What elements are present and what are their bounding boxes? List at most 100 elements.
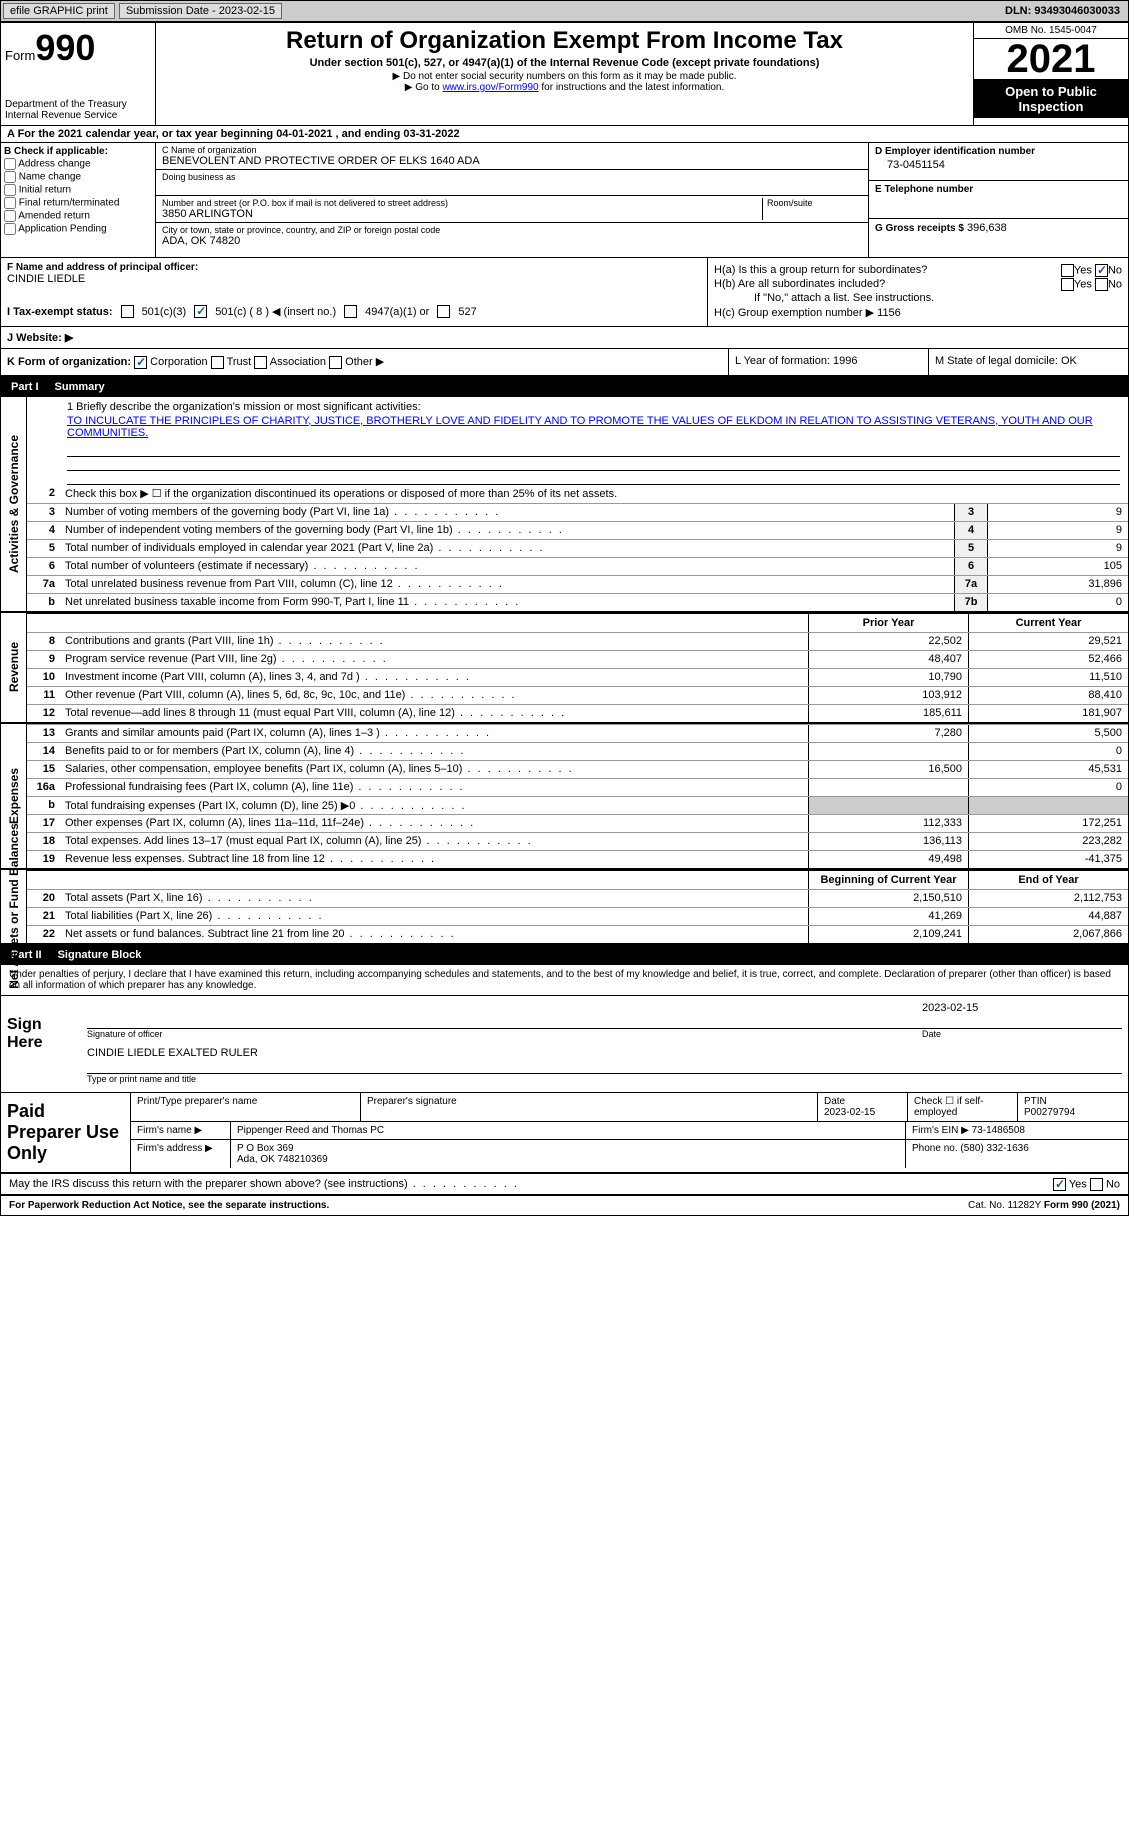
- ssn-note: ▶ Do not enter social security numbers o…: [160, 71, 969, 82]
- discuss-no[interactable]: [1090, 1178, 1103, 1191]
- firm-addr-label: Firm's address ▶: [131, 1140, 231, 1168]
- hdr-prior: Prior Year: [808, 614, 968, 632]
- firm-phone: (580) 332-1636: [960, 1143, 1028, 1154]
- check-b-title: B Check if applicable:: [4, 146, 152, 157]
- firm-addr2: Ada, OK 748210369: [237, 1154, 328, 1165]
- officer-label: F Name and address of principal officer:: [7, 262, 701, 273]
- city-value: ADA, OK 74820: [162, 235, 862, 247]
- ptin-label: PTIN: [1024, 1096, 1047, 1107]
- hc-value: 1156: [877, 307, 901, 319]
- activities-gov-section: Activities & Governance 1 Briefly descri…: [1, 397, 1128, 613]
- form-title: Return of Organization Exempt From Incom…: [160, 27, 969, 55]
- ein-label: D Employer identification number: [875, 146, 1122, 157]
- firm-ein-label: Firm's EIN ▶: [912, 1125, 969, 1136]
- korg-label: K Form of organization:: [7, 356, 131, 368]
- public-inspection: Open to Public Inspection: [974, 80, 1128, 118]
- cb-501c3[interactable]: [121, 305, 134, 318]
- mission-label: 1 Briefly describe the organization's mi…: [67, 401, 1120, 413]
- tax-period: A For the 2021 calendar year, or tax yea…: [1, 126, 1128, 143]
- cb-4947[interactable]: [344, 305, 357, 318]
- dept-label: Department of the Treasury Internal Reve…: [5, 99, 151, 121]
- tax-year: 2021: [974, 39, 1128, 80]
- hdr-current: Current Year: [968, 614, 1128, 632]
- ha-label: H(a) Is this a group return for subordin…: [714, 264, 927, 276]
- cat-no: Cat. No. 11282Y: [968, 1200, 1041, 1211]
- sig-date-label: Date: [922, 1029, 1122, 1039]
- cb-assoc[interactable]: [254, 356, 267, 369]
- gross-value: 396,638: [967, 222, 1007, 234]
- form-ref: Form 990 (2021): [1044, 1200, 1120, 1211]
- cb-other[interactable]: [329, 356, 342, 369]
- goto-note: ▶ Go to www.irs.gov/Form990 for instruct…: [160, 82, 969, 93]
- year-box: OMB No. 1545-0047 2021 Open to Public In…: [973, 23, 1128, 125]
- status-label: I Tax-exempt status:: [7, 306, 113, 318]
- year-formation: L Year of formation: 1996: [728, 349, 928, 375]
- part2-title: Signature Block: [52, 949, 142, 961]
- prep-name-hdr: Print/Type preparer's name: [131, 1093, 361, 1121]
- preparer-block: Paid Preparer Use Only Print/Type prepar…: [1, 1093, 1128, 1174]
- phone-label: E Telephone number: [875, 184, 1122, 195]
- firm-phone-label: Phone no.: [912, 1143, 958, 1154]
- org-name: BENEVOLENT AND PROTECTIVE ORDER OF ELKS …: [162, 155, 862, 167]
- hb-label: H(b) Are all subordinates included?: [714, 278, 885, 290]
- hb-yes[interactable]: [1061, 278, 1074, 291]
- discuss-row: May the IRS discuss this return with the…: [1, 1174, 1128, 1196]
- form-number: 990: [35, 27, 95, 68]
- k-org-row: K Form of organization: Corporation Trus…: [1, 349, 1128, 377]
- part1-num: Part I: [1, 381, 49, 393]
- discuss-text: May the IRS discuss this return with the…: [9, 1178, 408, 1190]
- ha-yes[interactable]: [1061, 264, 1074, 277]
- h-note: If "No," attach a list. See instructions…: [714, 292, 1122, 304]
- officer-name: CINDIE LIEDLE: [7, 273, 701, 285]
- dln-label: DLN: 93493046030033: [1005, 5, 1128, 17]
- room-label: Room/suite: [767, 198, 862, 208]
- cb-address: Address change: [4, 158, 152, 170]
- part2-header: Part II Signature Block: [1, 945, 1128, 965]
- sign-here-label: Sign Here: [1, 996, 81, 1092]
- pra-notice: For Paperwork Reduction Act Notice, see …: [9, 1200, 329, 1211]
- side-net: Net Assets or Fund Balances: [1, 870, 27, 943]
- ptin-value: P00279794: [1024, 1107, 1075, 1118]
- entity-ids: D Employer identification number73-04511…: [868, 143, 1128, 257]
- form-header: Form990 Department of the Treasury Inter…: [1, 23, 1128, 126]
- topbar: efile GRAPHIC print Submission Date - 20…: [0, 0, 1129, 22]
- cb-corp[interactable]: [134, 356, 147, 369]
- sign-date: 2023-02-15: [922, 1002, 1122, 1014]
- hb-no[interactable]: [1095, 278, 1108, 291]
- hdr-boy: Beginning of Current Year: [808, 871, 968, 889]
- discuss-yes[interactable]: [1053, 1178, 1066, 1191]
- check-applicable: B Check if applicable: Address change Na…: [1, 143, 156, 257]
- cb-527[interactable]: [437, 305, 450, 318]
- name-title-label: Type or print name and title: [87, 1074, 1122, 1084]
- side-rev: Revenue: [1, 613, 27, 722]
- street-label: Number and street (or P.O. box if mail i…: [162, 198, 762, 208]
- cb-final: Final return/terminated: [4, 197, 152, 209]
- firm-name: Pippenger Reed and Thomas PC: [231, 1122, 906, 1139]
- hc-label: H(c) Group exemption number ▶: [714, 307, 874, 319]
- officer-h-block: F Name and address of principal officer:…: [1, 258, 1128, 327]
- efile-button[interactable]: efile GRAPHIC print: [3, 3, 115, 19]
- ha-no[interactable]: [1095, 264, 1108, 277]
- submission-date: Submission Date - 2023-02-15: [119, 3, 282, 19]
- tax-status-row: I Tax-exempt status: 501(c)(3) 501(c) ( …: [7, 301, 701, 322]
- sign-here-block: Sign Here 2023-02-15 Signature of office…: [1, 996, 1128, 1093]
- signature-declaration: Under penalties of perjury, I declare th…: [1, 965, 1128, 996]
- firm-addr1: P O Box 369: [237, 1143, 294, 1154]
- net-assets-section: Net Assets or Fund Balances Beginning of…: [1, 870, 1128, 945]
- dba-label: Doing business as: [162, 172, 862, 182]
- part1-title: Summary: [49, 381, 105, 393]
- org-name-label: C Name of organization: [162, 145, 862, 155]
- prep-selfemp: Check ☐ if self-employed: [908, 1093, 1018, 1121]
- irs-link[interactable]: www.irs.gov/Form990: [442, 82, 538, 93]
- firm-name-label: Firm's name ▶: [131, 1122, 231, 1139]
- ein-value: 73-0451154: [875, 157, 1122, 171]
- cb-trust[interactable]: [211, 356, 224, 369]
- prep-sig-hdr: Preparer's signature: [361, 1093, 818, 1121]
- line2-text: Check this box ▶ ☐ if the organization d…: [61, 485, 1128, 503]
- street-value: 3850 ARLINGTON: [162, 208, 762, 220]
- part1-header: Part I Summary: [1, 377, 1128, 397]
- officer-name-title: CINDIE LIEDLE EXALTED RULER: [87, 1047, 1122, 1059]
- phone-value: [875, 195, 1122, 197]
- expenses-section: Expenses 13Grants and similar amounts pa…: [1, 724, 1128, 870]
- cb-501c[interactable]: [194, 305, 207, 318]
